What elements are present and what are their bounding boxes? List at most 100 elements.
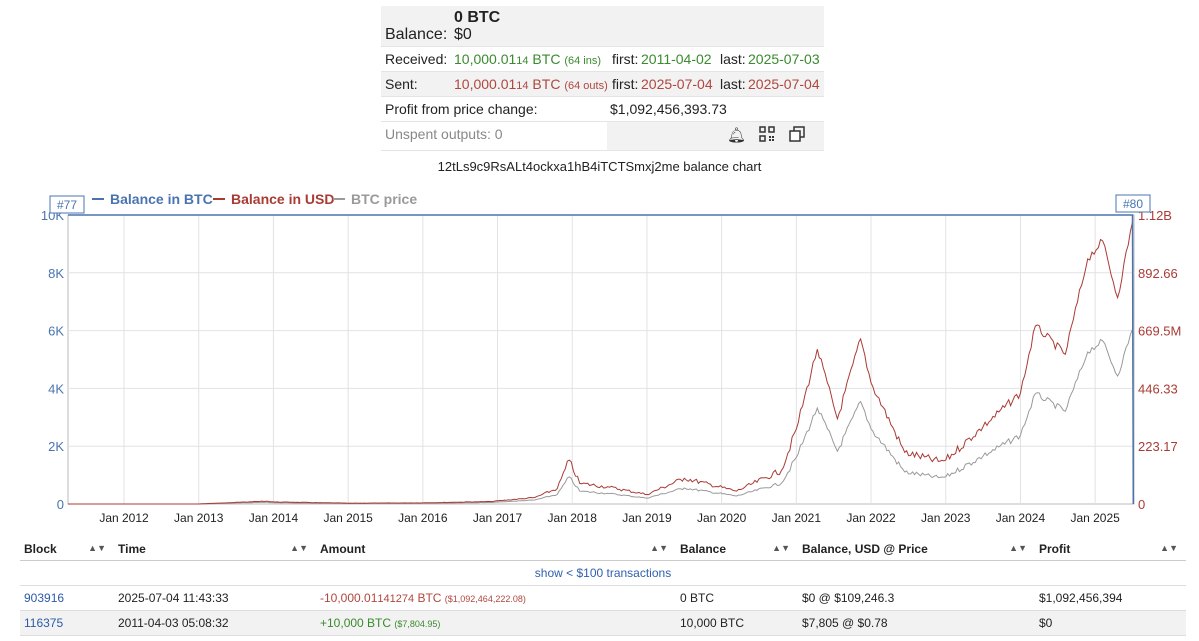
x-tick-label: Jan 2015 xyxy=(323,511,373,525)
sent-last-date: 2025-07-04 xyxy=(748,76,820,92)
show-small-transactions-link[interactable]: show < $100 transactions xyxy=(20,560,1186,586)
x-tick-label: Jan 2018 xyxy=(548,511,598,525)
y-left-tick-label: 6K xyxy=(48,324,64,339)
copy-icon[interactable] xyxy=(789,126,805,146)
profit-cell: $0 xyxy=(1035,610,1186,636)
y-right-tick-label: 892.66 xyxy=(1138,266,1178,281)
received-last-label: last: xyxy=(720,51,746,67)
sent-first-label: first: xyxy=(612,76,639,92)
x-tick-label: Jan 2014 xyxy=(249,511,299,525)
plot-frame xyxy=(67,214,1135,505)
x-tick-label: Jan 2023 xyxy=(921,511,971,525)
sent-label: Sent: xyxy=(385,76,418,92)
address-summary: 0 BTC Balance: $0 Received: 10,000.0114 … xyxy=(381,6,824,151)
x-tick-label: Jan 2012 xyxy=(99,511,149,525)
received-label: Received: xyxy=(385,51,448,67)
balance-row: 0 BTC Balance: $0 xyxy=(381,6,824,47)
col-header-profit[interactable]: Profit ▲▼ xyxy=(1035,538,1186,561)
balance-cell: 10,000 BTC xyxy=(676,610,798,636)
balance-usd-line xyxy=(68,221,1134,505)
x-tick-label: Jan 2025 xyxy=(1070,511,1120,525)
sort-icon[interactable]: ▲▼ xyxy=(1009,543,1027,553)
sent-last-label: last: xyxy=(720,76,746,92)
chart-grid xyxy=(67,214,1135,505)
profit-row: Profit from price change: $1,092,456,393… xyxy=(381,97,824,122)
marker-right-label: #80 xyxy=(1123,197,1143,211)
btc-price-line xyxy=(68,329,1133,505)
col-header-time[interactable]: Time ▲▼ xyxy=(114,538,316,561)
chart-markers: #77 #80 xyxy=(49,194,1151,214)
sent-row: Sent: 10,000.0114 BTC (64 outs) first: 2… xyxy=(381,72,824,97)
balance-btc-line xyxy=(68,214,1135,505)
amount-cell: +10,000 BTC ($7,804.95) xyxy=(316,610,676,636)
bell-icon[interactable]: 🔔︎ xyxy=(727,127,747,144)
x-tick-label: Jan 2016 xyxy=(398,511,448,525)
y-left-tick-label: 8K xyxy=(48,266,64,281)
qr-code-icon[interactable] xyxy=(759,126,775,146)
block-link[interactable]: 903916 xyxy=(24,591,65,605)
balance-usd: $0 xyxy=(454,26,472,43)
x-axis-ticks: Jan 2012 Jan 2013 Jan 2014 Jan 2015 Jan 2016… xyxy=(99,511,1120,525)
sent-first-date: 2025-07-04 xyxy=(641,76,713,92)
legend-item: Balance in USD xyxy=(231,191,334,207)
y-right-tick-label: 446.33 xyxy=(1138,381,1178,396)
sort-icon[interactable]: ▲▼ xyxy=(772,543,790,553)
x-tick-label: Jan 2019 xyxy=(622,511,672,525)
received-first-label: first: xyxy=(612,51,639,67)
received-amount: 10,000.0114 BTC (64 ins) xyxy=(454,51,602,67)
y-left-tick-label: 4K xyxy=(48,381,64,396)
block-cell: 903916 xyxy=(20,585,114,611)
profit-cell: $1,092,456,394 xyxy=(1035,585,1186,611)
profit-label: Profit from price change: xyxy=(385,101,538,117)
chart-legend: Balance in BTC Balance in USD BTC price xyxy=(92,191,417,207)
sort-icon[interactable]: ▲▼ xyxy=(1160,543,1178,553)
balance-usd-cell: $7,805 @ $0.78 xyxy=(798,610,1035,636)
sort-icon[interactable]: ▲▼ xyxy=(650,543,668,553)
chart-series xyxy=(68,214,1135,505)
profit-value: $1,092,456,393.73 xyxy=(610,101,727,117)
time-cell: 2011-04-03 05:08:32 xyxy=(114,610,316,636)
marker-right-box xyxy=(1115,194,1151,213)
block-link[interactable]: 116375 xyxy=(24,616,64,630)
x-tick-label: Jan 2017 xyxy=(473,511,523,525)
x-tick-label: Jan 2022 xyxy=(846,511,896,525)
table-row: show < $100 transactions xyxy=(20,560,1186,586)
table-row: 116375 2011-04-03 05:08:32 +10,000 BTC (… xyxy=(20,610,1186,636)
x-tick-label: Jan 2021 xyxy=(772,511,822,525)
marker-left-label: #77 xyxy=(57,198,77,212)
sort-icon[interactable]: ▲▼ xyxy=(88,543,106,553)
sent-amount: 10,000.0114 BTC (64 outs) xyxy=(454,76,608,92)
col-header-balance-usd[interactable]: Balance, USD @ Price ▲▼ xyxy=(798,538,1035,561)
y-left-tick-label: 2K xyxy=(48,439,64,454)
amount-cell: -10,000.01141274 BTC ($1,092,464,222.08) xyxy=(316,585,676,611)
marker-left-box xyxy=(49,195,85,214)
x-tick-label: Jan 2020 xyxy=(697,511,747,525)
received-last-date: 2025-07-03 xyxy=(748,51,820,67)
unspent-outputs: Unspent outputs: 0 xyxy=(385,126,503,142)
balance-btc: 0 BTC xyxy=(454,9,501,26)
transactions-table: Block ▲▼ Time ▲▼ Amount ▲▼ Balance ▲▼ Balanc… xyxy=(20,538,1186,636)
legend-item: Balance in BTC xyxy=(110,191,213,207)
y-right-tick-label: 669.5M xyxy=(1138,324,1181,339)
table-header-row: Block ▲▼ Time ▲▼ Amount ▲▼ Balance ▲▼ Balanc… xyxy=(20,538,1186,561)
chart-title: 12tLs9c9RsALt4ockxa1hB4iTCTSmxj2me balan… xyxy=(437,159,762,174)
legend-item: BTC price xyxy=(351,191,417,207)
col-header-amount[interactable]: Amount ▲▼ xyxy=(316,538,676,561)
col-header-block[interactable]: Block ▲▼ xyxy=(20,538,114,561)
received-row: Received: 10,000.0114 BTC (64 ins) first… xyxy=(381,47,824,72)
y-right-tick-label: 223.17 xyxy=(1138,439,1178,454)
x-tick-label: Jan 2013 xyxy=(174,511,224,525)
unspent-row: Unspent outputs: 0 🔔︎ xyxy=(381,122,824,151)
col-header-balance[interactable]: Balance ▲▼ xyxy=(676,538,798,561)
balance-cell: 0 BTC xyxy=(676,585,798,611)
balance-chart: Jan 2012 Jan 2013 Jan 2014 Jan 2015 Jan 2016… xyxy=(41,191,1182,525)
balance-label: Balance: xyxy=(385,26,448,43)
y-left-tick-label: 0 xyxy=(57,497,64,512)
received-first-date: 2011-04-02 xyxy=(641,51,712,67)
block-cell: 116375 xyxy=(20,610,114,636)
balance-usd-cell: $0 @ $109,246.3 xyxy=(798,585,1035,611)
time-cell: 2025-07-04 11:43:33 xyxy=(114,585,316,611)
sort-icon[interactable]: ▲▼ xyxy=(290,543,308,553)
